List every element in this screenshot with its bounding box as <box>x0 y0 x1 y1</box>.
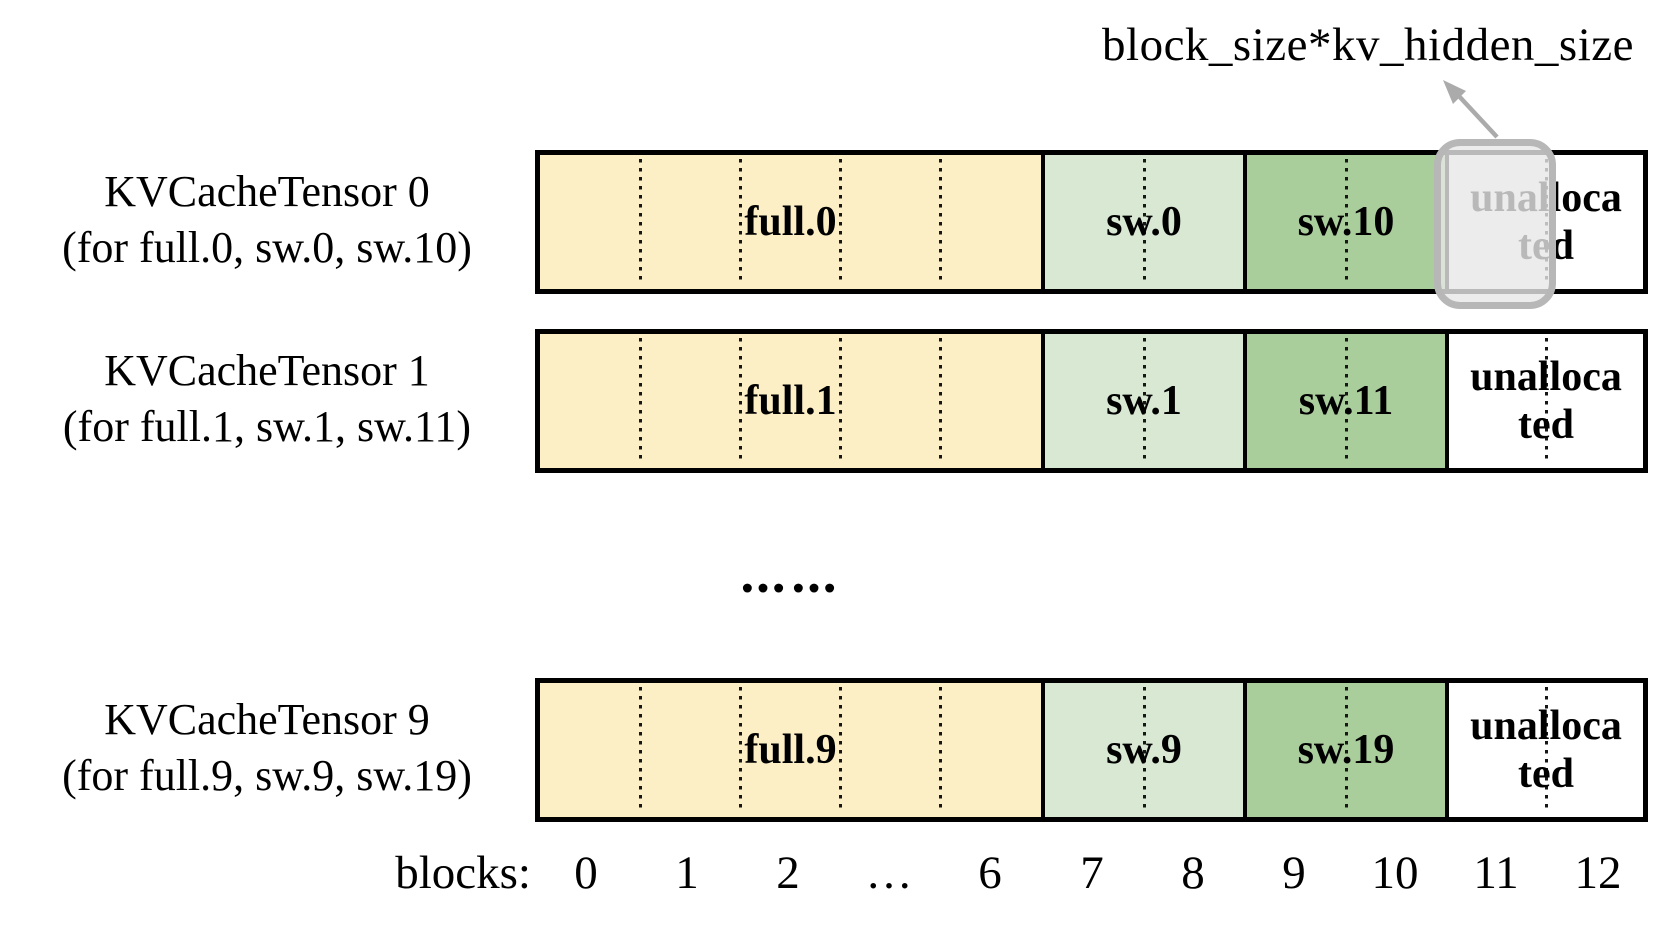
block-divider <box>638 687 642 813</box>
annotation-arrow-icon <box>1443 80 1499 139</box>
segment-label: sw.0 <box>1106 198 1182 245</box>
block-tick-0: 0 <box>574 847 598 899</box>
rows-ellipsis: …… <box>739 548 841 604</box>
block-divider <box>1142 338 1146 464</box>
block-divider <box>1344 159 1348 285</box>
block-tick-10: 10 <box>1371 847 1419 899</box>
tensor-1-name: KVCacheTensor 1 <box>104 346 430 395</box>
blocks-axis: blocks: 0 1 2 … 6 7 8 9 10 11 12 <box>0 846 1676 906</box>
tensor-1-bar: full.1 sw.1 sw.11 unallocated <box>535 329 1648 473</box>
segment-label: full.1 <box>744 377 837 424</box>
block-divider <box>939 338 943 464</box>
block-divider <box>1544 687 1548 813</box>
segment-label: sw.19 <box>1297 726 1395 773</box>
tensor-1-label: KVCacheTensor 1 (for full.1, sw.1, sw.11… <box>12 343 522 455</box>
tensor-9-label: KVCacheTensor 9 (for full.9, sw.9, sw.19… <box>12 692 522 804</box>
block-divider <box>839 338 843 464</box>
segment-label: full.0 <box>744 198 837 245</box>
block-divider <box>839 159 843 285</box>
block-divider <box>638 338 642 464</box>
segment-label: unallocated <box>1470 702 1622 797</box>
block-tick-1: 1 <box>675 847 699 899</box>
tensor-0-segment-sw: sw.0 <box>1045 155 1247 289</box>
tensor-1-segment-sw: sw.1 <box>1045 334 1247 468</box>
block-tick-9: 9 <box>1282 847 1306 899</box>
block-tick-12: 12 <box>1574 847 1622 899</box>
tensor-9-segment-full: full.9 <box>540 683 1045 817</box>
tensor-1-scope: (for full.1, sw.1, sw.11) <box>62 402 472 451</box>
block-divider <box>738 338 742 464</box>
block-tick-7: 7 <box>1080 847 1104 899</box>
block-divider <box>839 687 843 813</box>
block-tick-ellipsis: … <box>865 847 913 899</box>
tensor-9-bar: full.9 sw.9 sw.19 unallocated <box>535 678 1648 822</box>
tensor-9-scope: (for full.9, sw.9, sw.19) <box>62 751 472 800</box>
block-divider <box>1544 338 1548 464</box>
tensor-0-name: KVCacheTensor 0 <box>104 167 430 216</box>
block-tick-8: 8 <box>1181 847 1205 899</box>
tensor-0-label: KVCacheTensor 0 (for full.0, sw.0, sw.10… <box>12 164 522 276</box>
tensor-0-segment-sw2: sw.10 <box>1247 155 1449 289</box>
tensor-1-segment-unallocated: unallocated <box>1449 334 1643 468</box>
segment-label: sw.11 <box>1298 377 1394 424</box>
block-divider <box>1142 159 1146 285</box>
tensor-9-segment-sw: sw.9 <box>1045 683 1247 817</box>
block-divider <box>939 159 943 285</box>
block-divider <box>638 159 642 285</box>
block-size-annotation: block_size*kv_hidden_size <box>1102 19 1634 71</box>
tensor-9-segment-sw2: sw.19 <box>1247 683 1449 817</box>
tensor-9-name: KVCacheTensor 9 <box>104 695 430 744</box>
block-tick-6: 6 <box>978 847 1002 899</box>
block-divider <box>1142 687 1146 813</box>
blocks-axis-label: blocks: <box>395 847 531 899</box>
tensor-1-segment-full: full.1 <box>540 334 1045 468</box>
block-divider <box>1344 338 1348 464</box>
block-divider <box>738 159 742 285</box>
block-size-highlight <box>1434 139 1556 309</box>
segment-label: sw.9 <box>1106 726 1182 773</box>
segment-label: full.9 <box>744 726 837 773</box>
tensor-0-scope: (for full.0, sw.0, sw.10) <box>62 223 472 272</box>
segment-label: sw.10 <box>1297 198 1395 245</box>
tensor-9-segment-unallocated: unallocated <box>1449 683 1643 817</box>
segment-label: sw.1 <box>1106 377 1182 424</box>
block-tick-2: 2 <box>776 847 800 899</box>
tensor-1-segment-sw2: sw.11 <box>1247 334 1449 468</box>
block-tick-11: 11 <box>1473 847 1519 899</box>
segment-label: unallocated <box>1470 353 1622 448</box>
tensor-0-segment-full: full.0 <box>540 155 1045 289</box>
block-divider <box>1344 687 1348 813</box>
block-divider <box>939 687 943 813</box>
block-divider <box>738 687 742 813</box>
